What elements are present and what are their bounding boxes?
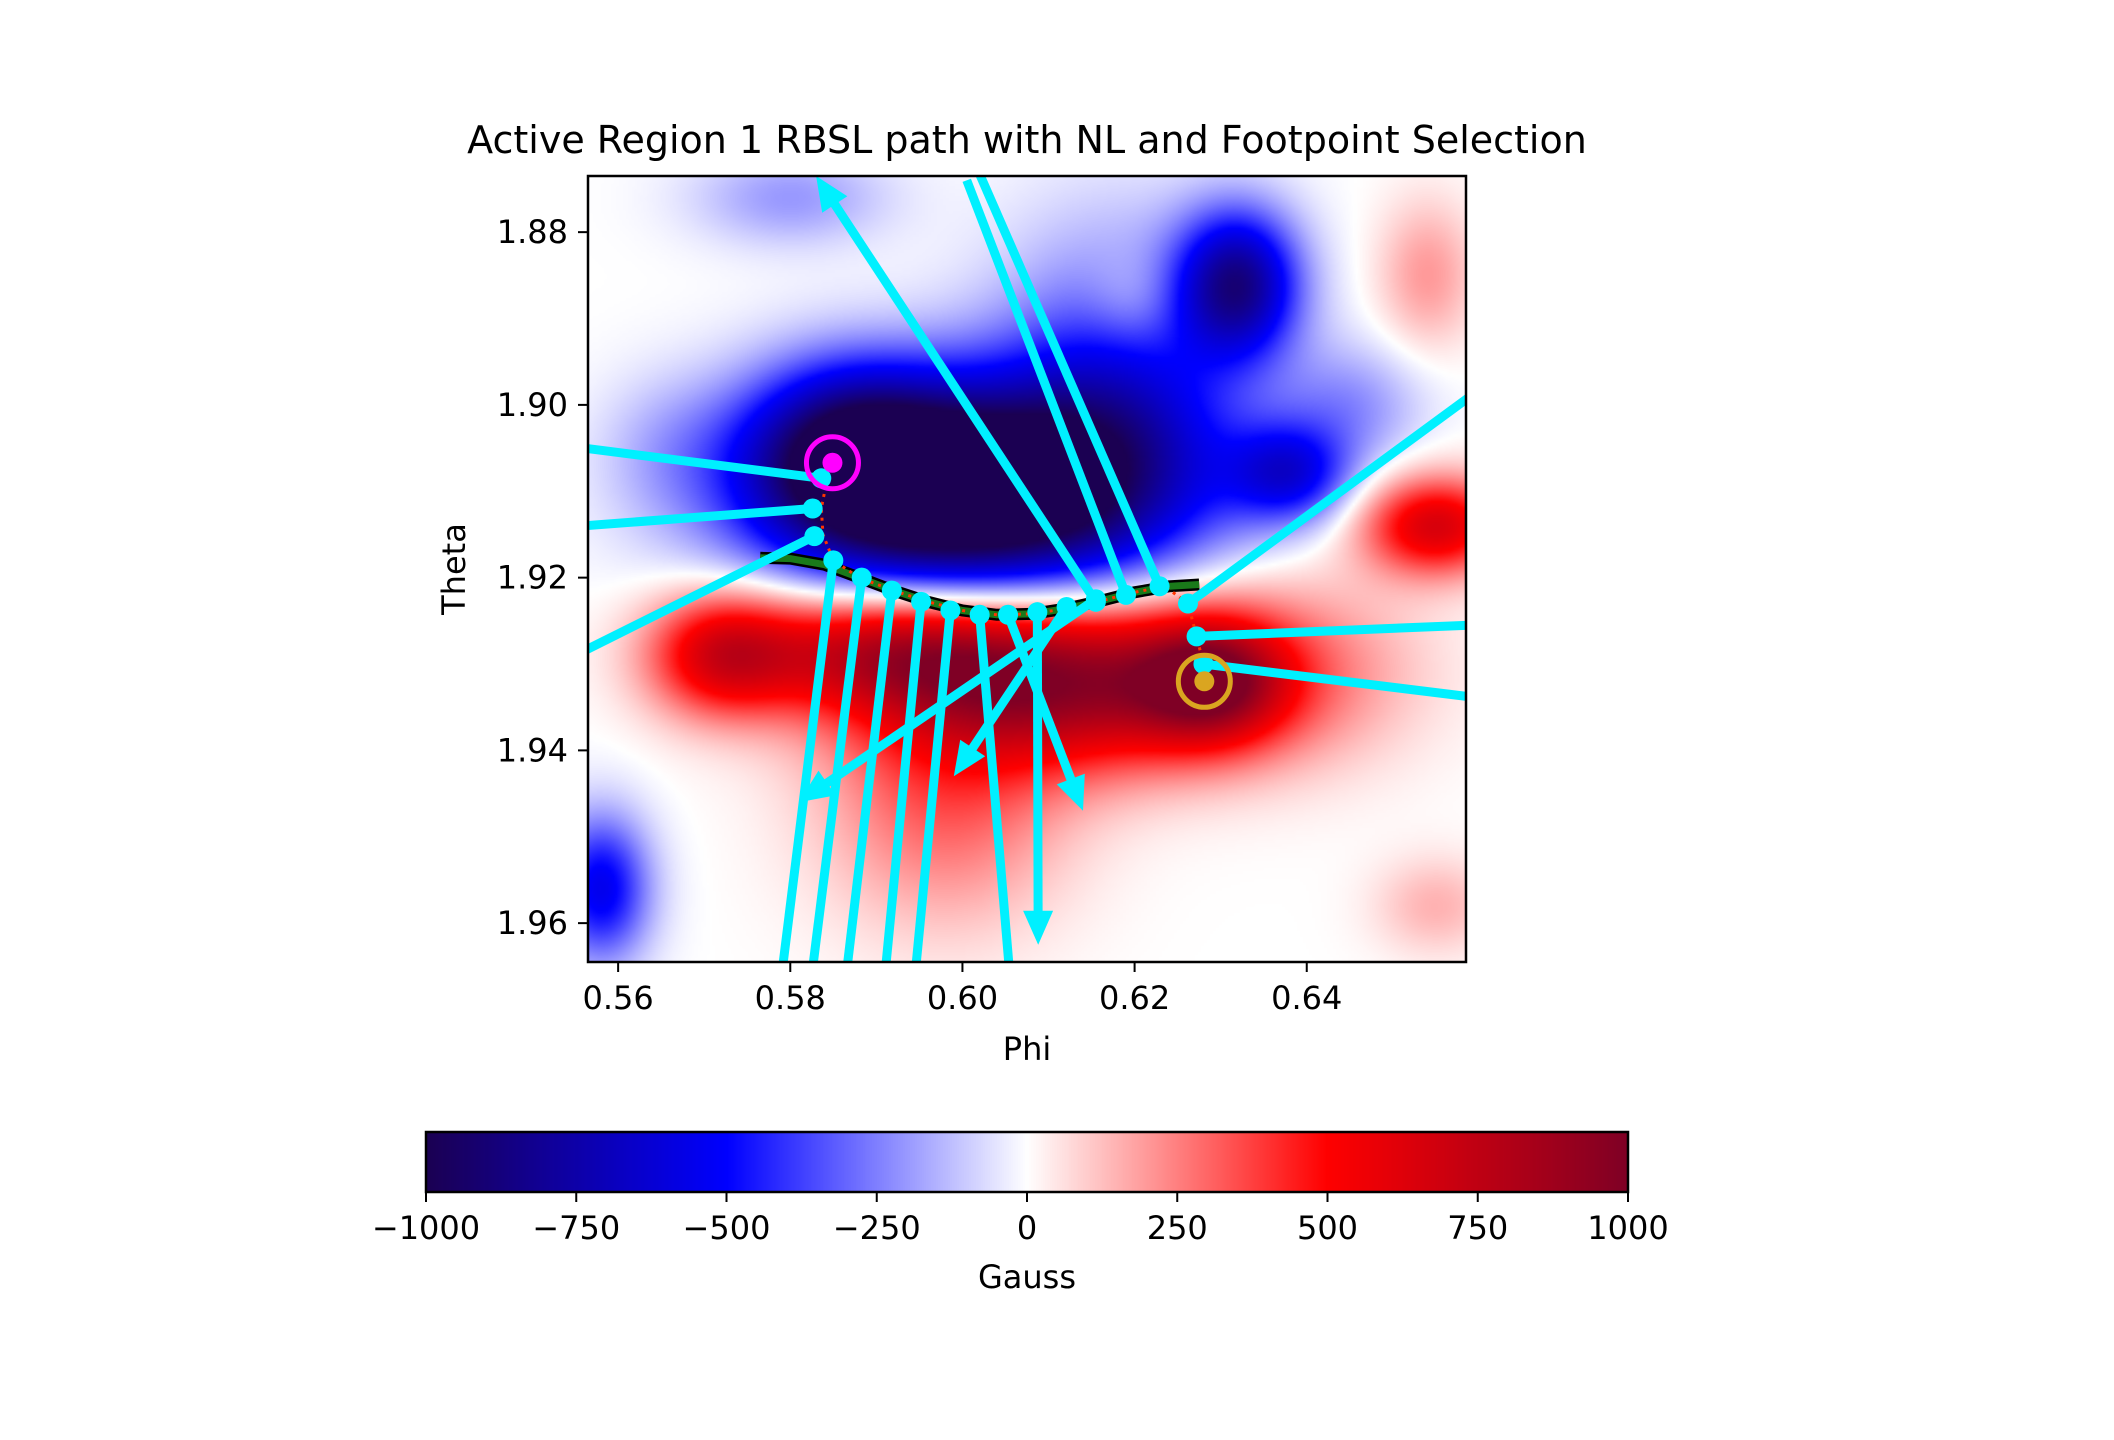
field-vector-origin — [851, 567, 872, 588]
x-axis-label: Phi — [1003, 1030, 1051, 1068]
footpoint-marker — [803, 434, 861, 492]
field-vector-head — [953, 739, 986, 777]
field-vector-origin — [1115, 584, 1136, 605]
field-vector-head — [1056, 773, 1085, 811]
colorbar-tick-label: 750 — [1447, 1209, 1508, 1247]
field-vector-shaft — [962, 178, 1131, 597]
field-vector-shaft — [816, 595, 1099, 793]
colorbar-tick-label: −500 — [683, 1209, 771, 1247]
plot-area — [588, 176, 1466, 962]
field-vector-shaft — [1196, 620, 1466, 641]
x-axis: 0.56 0.58 0.60 0.62 0.64 — [583, 962, 1342, 1017]
y-tick-label: 1.96 — [497, 904, 568, 942]
field-vector-shaft — [778, 559, 838, 962]
field-vector-shaft — [1185, 393, 1466, 608]
colorbar-tick-label: −1000 — [372, 1209, 480, 1247]
overlay-layer — [588, 176, 1466, 962]
colorbar-tick-label: 0 — [1017, 1209, 1037, 1247]
colorbar-tick-label: −750 — [532, 1209, 620, 1247]
field-vector-origin — [1027, 602, 1048, 623]
plot-frame — [586, 174, 1468, 964]
field-vector-shaft — [588, 532, 817, 654]
field-vector-head — [816, 176, 848, 213]
field-vector — [778, 550, 844, 962]
field-vector-origin — [1186, 626, 1207, 647]
field-vector — [588, 498, 823, 531]
field-vector-shaft — [843, 590, 897, 962]
chart-title: Active Region 1 RBSL path with NL and Fo… — [467, 118, 1587, 162]
x-tick-label: 0.58 — [755, 979, 826, 1017]
field-vector — [1186, 620, 1466, 647]
field-vector-shaft — [588, 504, 814, 531]
field-vector-origin — [881, 580, 902, 601]
y-tick-label: 1.90 — [497, 386, 568, 424]
field-vector-head — [1023, 910, 1054, 945]
y-tick-label: 1.92 — [497, 559, 568, 597]
field-vector-shaft — [975, 176, 1164, 589]
colorbar-tick-label: 1000 — [1587, 1209, 1668, 1247]
colorbar: −1000 −750 −500 −250 0 250 500 750 1000 Gauss — [372, 1130, 1669, 1296]
field-vector — [588, 526, 825, 654]
y-axis-label: Theta — [435, 523, 473, 616]
field-vector-origin — [998, 604, 1019, 625]
field-vector-origin — [1193, 654, 1214, 675]
field-vector-shaft — [825, 193, 1100, 605]
colorbar-tick-label: 500 — [1297, 1209, 1358, 1247]
footpoint-dot — [1194, 671, 1215, 692]
field-vector-origin — [1149, 576, 1170, 597]
field-vector — [881, 591, 932, 962]
field-vector-shaft — [881, 601, 926, 962]
field-vector-shaft — [588, 444, 822, 483]
magnetogram-heatmap — [588, 176, 1466, 962]
field-vector-shaft — [1032, 612, 1043, 921]
colorbar-ticks: −1000 −750 −500 −250 0 250 500 750 1000 — [372, 1192, 1669, 1247]
field-vector — [1177, 393, 1466, 614]
field-vector-origin — [1177, 593, 1198, 614]
field-vector — [911, 600, 961, 962]
field-vector — [843, 580, 902, 962]
y-tick-label: 1.88 — [497, 213, 568, 251]
x-tick-label: 0.60 — [927, 979, 998, 1017]
field-vector-origin — [911, 591, 932, 612]
field-vector — [1193, 654, 1466, 701]
field-vector — [975, 176, 1170, 597]
colorbar-tick-label: 250 — [1147, 1209, 1208, 1247]
x-tick-label: 0.56 — [583, 979, 654, 1017]
colorbar-tick-label: −250 — [833, 1209, 921, 1247]
field-vector-origin — [969, 604, 990, 625]
field-vector-origin — [940, 600, 961, 621]
footpoint-marker — [1175, 652, 1233, 710]
x-tick-label: 0.64 — [1271, 979, 1342, 1017]
field-vector-origin — [823, 550, 844, 571]
field-vector-shaft — [1202, 659, 1466, 701]
field-vector-shaft — [911, 610, 955, 962]
field-vector-head — [798, 770, 836, 803]
field-vector — [962, 178, 1136, 605]
field-vector — [1023, 602, 1054, 945]
y-tick-label: 1.94 — [497, 731, 568, 769]
field-vector-origin — [1085, 591, 1106, 612]
colorbar-gradient — [426, 1132, 1628, 1192]
colorbar-label: Gauss — [978, 1258, 1076, 1296]
footpoint-dot — [822, 452, 843, 473]
x-tick-label: 0.62 — [1099, 979, 1170, 1017]
footpoint-ring — [1175, 652, 1233, 710]
y-axis: 1.88 1.90 1.92 1.94 1.96 — [497, 213, 588, 942]
field-vector — [816, 176, 1106, 612]
field-vector-origin — [804, 526, 825, 547]
field-vector-origin — [802, 498, 823, 519]
footpoint-ring — [803, 434, 861, 492]
